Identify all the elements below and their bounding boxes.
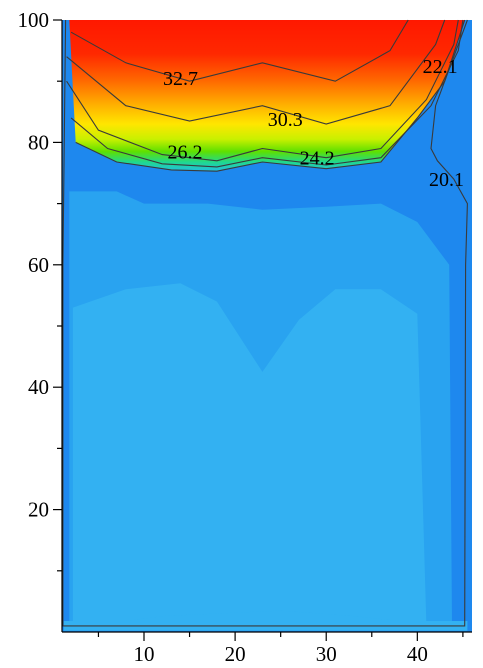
contour-line-22-1 — [75, 19, 466, 172]
y-tick-label: 60 — [28, 253, 49, 277]
axes: 10 20 30 40 20 40 60 80 100 — [18, 8, 472, 666]
contour-label-26-2: 26.2 — [168, 142, 203, 164]
x-tick-label: 20 — [225, 642, 246, 666]
contour-line-30-3 — [66, 19, 446, 125]
contour-line-32-7 — [70, 19, 409, 82]
contour-line-24-2 — [70, 19, 464, 168]
y-axis-ticks: 20 40 60 80 100 — [18, 8, 62, 572]
y-tick-label: 100 — [18, 8, 50, 32]
contour-label-24-2: 24.2 — [300, 148, 335, 170]
x-tick-label: 40 — [407, 642, 428, 666]
plot-area: 32.7 30.3 26.2 24.2 22.1 20.1 — [62, 19, 472, 632]
y-tick-label: 40 — [28, 375, 49, 399]
x-axis-ticks: 10 20 30 40 — [97, 632, 464, 666]
contour-line-20-1 — [62, 19, 468, 627]
y-tick-label: 20 — [28, 498, 49, 522]
x-tick-label: 10 — [134, 642, 155, 666]
contour-label-32-7: 32.7 — [163, 68, 198, 90]
y-tick-label: 80 — [28, 130, 49, 154]
contour-labels: 32.7 30.3 26.2 24.2 22.1 20.1 — [163, 56, 464, 191]
hot-region — [69, 20, 465, 172]
x-tick-label: 30 — [316, 642, 337, 666]
core-field-region — [72, 283, 427, 626]
contour-label-22-1: 22.1 — [423, 56, 458, 78]
contour-lines — [62, 19, 468, 627]
contour-label-20-1: 20.1 — [429, 169, 464, 191]
contour-line-26-2 — [66, 19, 459, 162]
contour-label-30-3: 30.3 — [268, 109, 303, 131]
